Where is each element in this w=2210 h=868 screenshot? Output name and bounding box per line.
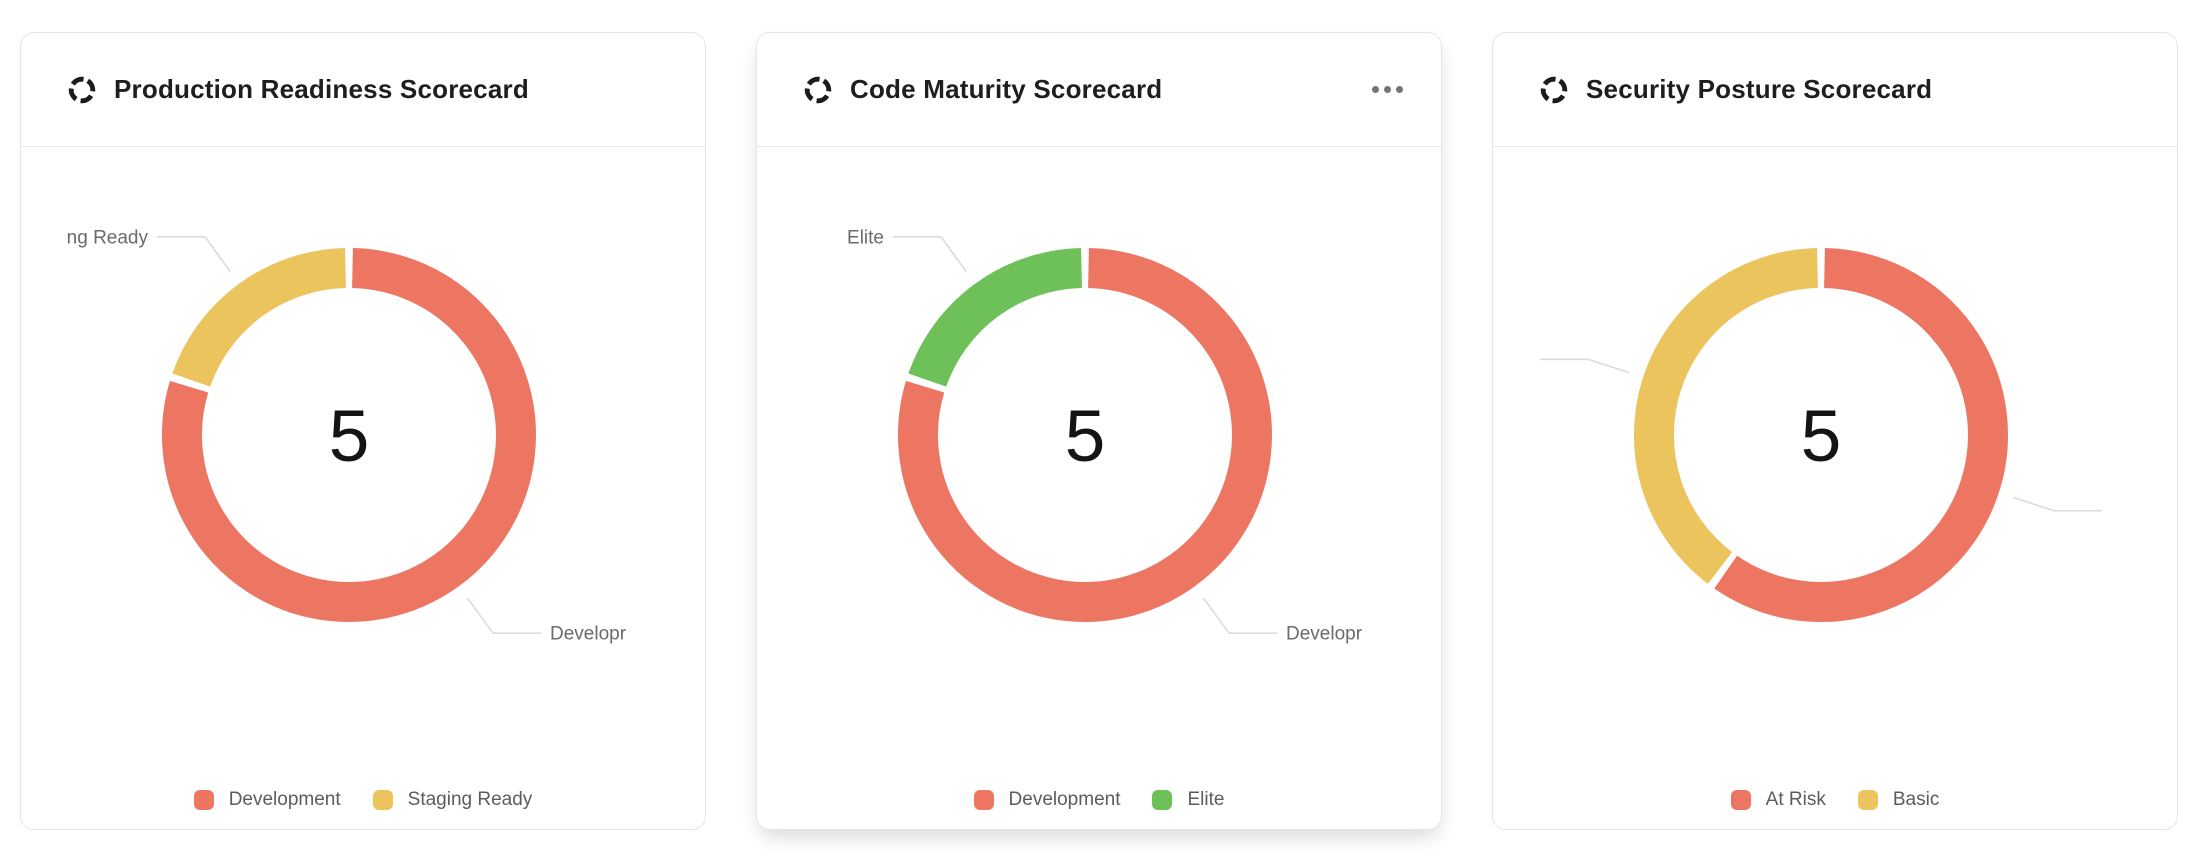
donut-center-value: 5 [329,396,370,477]
scorecard-card-security-posture-scorecard: Security Posture Scorecard 5 At Risk Bas… [1492,32,2178,830]
card-title: Production Readiness Scorecard [114,74,529,104]
card-body: Elite Developr 5 Development Elite [757,147,1441,828]
card-menu-button[interactable] [1370,80,1405,99]
scorecard-ring-icon [68,76,96,103]
legend-label: At Risk [1765,789,1826,810]
legend-color-chip [1152,790,1173,810]
donut-center-value: 5 [1065,396,1106,477]
dashboard: Production Readiness Scorecard ng Ready … [20,32,2178,830]
scorecard-ring-icon [1540,76,1568,103]
callout-line [1203,597,1277,635]
ellipsis-icon [1384,86,1391,93]
donut-segment-at-risk[interactable] [1714,248,2008,622]
card-body: ng Ready Developr 5 Development Staging … [21,147,705,828]
card-body: 5 At Risk Basic [1493,147,2177,828]
donut-segment-staging-ready[interactable] [172,248,347,388]
callout-line [467,597,541,635]
card-header: Code Maturity Scorecard [757,33,1441,147]
chart-legend: At Risk Basic [1493,789,2177,811]
legend-item-staging-ready[interactable]: Staging Ready [372,789,533,811]
card-header: Security Posture Scorecard [1493,33,2177,147]
legend-label: Development [1008,789,1121,810]
donut-chart: ng Ready Developr 5 [67,227,627,645]
chart-legend: Development Elite [757,789,1441,811]
scorecard-card-production-readiness-scorecard: Production Readiness Scorecard ng Ready … [20,32,706,830]
legend-label: Basic [1892,789,1940,810]
callout-line [157,236,231,273]
legend-item-elite[interactable]: Elite [1152,789,1224,811]
donut-chart: 5 [1540,248,2102,622]
legend-color-chip [372,790,393,810]
callout-label: Developr [1286,624,1363,645]
legend-item-development[interactable]: Development [193,789,341,811]
donut-center-value: 5 [1801,396,1842,477]
legend-item-at-risk[interactable]: At Risk [1730,789,1826,811]
card-title: Code Maturity Scorecard [850,74,1163,104]
scorecards-row: Production Readiness Scorecard ng Ready … [20,32,2178,830]
legend-item-development[interactable]: Development [973,789,1121,811]
legend-label: Development [228,789,341,810]
donut-segment-development[interactable] [162,248,536,622]
scorecard-card-code-maturity-scorecard: Code Maturity Scorecard Elite Developr 5… [756,32,1442,830]
legend-item-basic[interactable]: Basic [1857,789,1940,811]
legend-color-chip [973,790,994,810]
ellipsis-icon [1372,86,1379,93]
donut-segment-basic[interactable] [1634,248,1819,584]
legend-color-chip [1857,790,1878,810]
ellipsis-icon [1396,86,1403,93]
legend-color-chip [1730,790,1751,810]
card-title: Security Posture Scorecard [1586,74,1933,104]
donut-chart: Elite Developr 5 [847,227,1363,645]
donut-segment-elite[interactable] [908,248,1083,388]
callout-line [2012,496,2102,512]
donut-segment-development[interactable] [898,248,1272,622]
card-header: Production Readiness Scorecard [21,33,705,147]
callout-line [893,236,967,273]
scorecard-ring-icon [804,76,832,103]
callout-label: ng Ready [67,227,149,248]
callout-label: Developr [550,624,627,645]
legend-label: Elite [1187,789,1225,810]
callout-line [1540,358,1630,374]
callout-label: Elite [847,227,884,248]
legend-color-chip [193,790,214,810]
legend-label: Staging Ready [407,789,533,810]
chart-legend: Development Staging Ready [21,789,705,811]
